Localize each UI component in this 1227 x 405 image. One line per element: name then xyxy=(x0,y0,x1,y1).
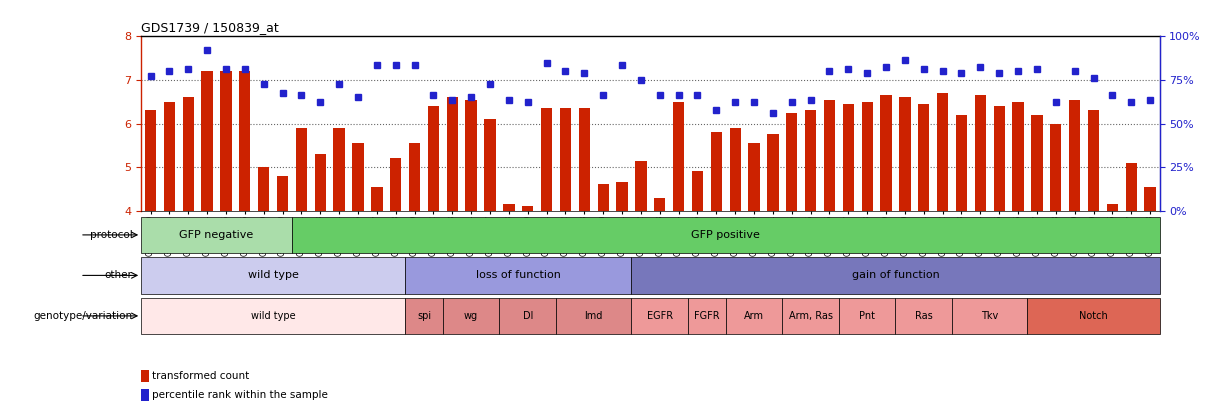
Text: Ras: Ras xyxy=(915,311,933,321)
Bar xyxy=(1125,163,1137,211)
Bar xyxy=(258,167,270,211)
Bar xyxy=(710,132,721,211)
Bar xyxy=(787,113,798,211)
Bar xyxy=(141,298,405,334)
Bar xyxy=(616,182,628,211)
Text: Notch: Notch xyxy=(1079,311,1108,321)
Bar xyxy=(1145,187,1156,211)
Bar xyxy=(499,298,556,334)
Bar xyxy=(843,104,854,211)
Bar xyxy=(937,93,948,211)
Text: protocol: protocol xyxy=(90,230,133,240)
Bar xyxy=(405,298,443,334)
Bar xyxy=(183,98,194,211)
Bar xyxy=(1012,102,1023,211)
Text: GFP negative: GFP negative xyxy=(179,230,254,240)
Text: FGFR: FGFR xyxy=(694,311,720,321)
Bar xyxy=(688,298,725,334)
Bar xyxy=(783,298,839,334)
Text: GFP positive: GFP positive xyxy=(691,230,761,240)
Bar xyxy=(730,128,741,211)
Bar xyxy=(372,187,383,211)
Text: Arm, Ras: Arm, Ras xyxy=(789,311,833,321)
Bar xyxy=(767,134,779,211)
Bar xyxy=(579,108,590,211)
Bar xyxy=(1027,298,1160,334)
Bar xyxy=(956,115,967,211)
Bar xyxy=(598,185,609,211)
Bar xyxy=(654,198,665,211)
Text: transformed count: transformed count xyxy=(152,371,249,382)
Bar xyxy=(632,298,688,334)
Bar xyxy=(725,298,783,334)
Text: lmd: lmd xyxy=(584,311,602,321)
Bar xyxy=(145,111,156,211)
Bar xyxy=(428,106,439,211)
Bar xyxy=(314,154,326,211)
Text: percentile rank within the sample: percentile rank within the sample xyxy=(152,390,328,401)
Bar xyxy=(1088,111,1099,211)
Bar xyxy=(352,143,363,211)
Bar xyxy=(899,98,910,211)
Bar xyxy=(141,389,148,401)
Bar xyxy=(994,106,1005,211)
Bar xyxy=(556,298,632,334)
Bar xyxy=(201,71,212,211)
Bar xyxy=(541,108,552,211)
Bar xyxy=(465,100,477,211)
Bar xyxy=(636,160,647,211)
Bar xyxy=(974,95,987,211)
Text: wild type: wild type xyxy=(248,271,298,280)
Bar xyxy=(632,257,1160,294)
Bar xyxy=(839,298,896,334)
Bar xyxy=(409,143,420,211)
Text: Pnt: Pnt xyxy=(859,311,875,321)
Bar xyxy=(672,102,685,211)
Bar xyxy=(292,217,1160,253)
Text: loss of function: loss of function xyxy=(476,271,561,280)
Bar xyxy=(163,102,175,211)
Bar xyxy=(748,143,760,211)
Text: Tkv: Tkv xyxy=(982,311,999,321)
Bar xyxy=(141,370,148,382)
Bar xyxy=(1031,115,1043,211)
Bar xyxy=(1050,124,1061,211)
Bar xyxy=(277,176,288,211)
Bar xyxy=(896,298,952,334)
Bar xyxy=(141,217,292,253)
Text: gain of function: gain of function xyxy=(852,271,940,280)
Bar xyxy=(296,128,307,211)
Text: wild type: wild type xyxy=(250,311,296,321)
Text: Dl: Dl xyxy=(523,311,533,321)
Bar xyxy=(692,171,703,211)
Bar xyxy=(861,102,872,211)
Text: spi: spi xyxy=(417,311,431,321)
Bar xyxy=(485,119,496,211)
Text: GDS1739 / 150839_at: GDS1739 / 150839_at xyxy=(141,21,279,34)
Bar xyxy=(405,257,632,294)
Bar xyxy=(881,95,892,211)
Bar xyxy=(918,104,929,211)
Bar xyxy=(521,206,534,211)
Bar xyxy=(1107,204,1118,211)
Text: genotype/variation: genotype/variation xyxy=(33,311,133,321)
Bar xyxy=(805,111,816,211)
Bar xyxy=(221,71,232,211)
Bar xyxy=(560,108,571,211)
Text: other: other xyxy=(104,271,133,280)
Bar xyxy=(239,71,250,211)
Text: EGFR: EGFR xyxy=(647,311,672,321)
Bar xyxy=(503,204,514,211)
Bar xyxy=(952,298,1027,334)
Bar xyxy=(1069,100,1080,211)
Bar xyxy=(334,128,345,211)
Text: Arm: Arm xyxy=(744,311,764,321)
Bar xyxy=(443,298,499,334)
Bar xyxy=(823,100,836,211)
Bar xyxy=(447,98,458,211)
Bar xyxy=(141,257,405,294)
Text: wg: wg xyxy=(464,311,479,321)
Bar xyxy=(390,158,401,211)
